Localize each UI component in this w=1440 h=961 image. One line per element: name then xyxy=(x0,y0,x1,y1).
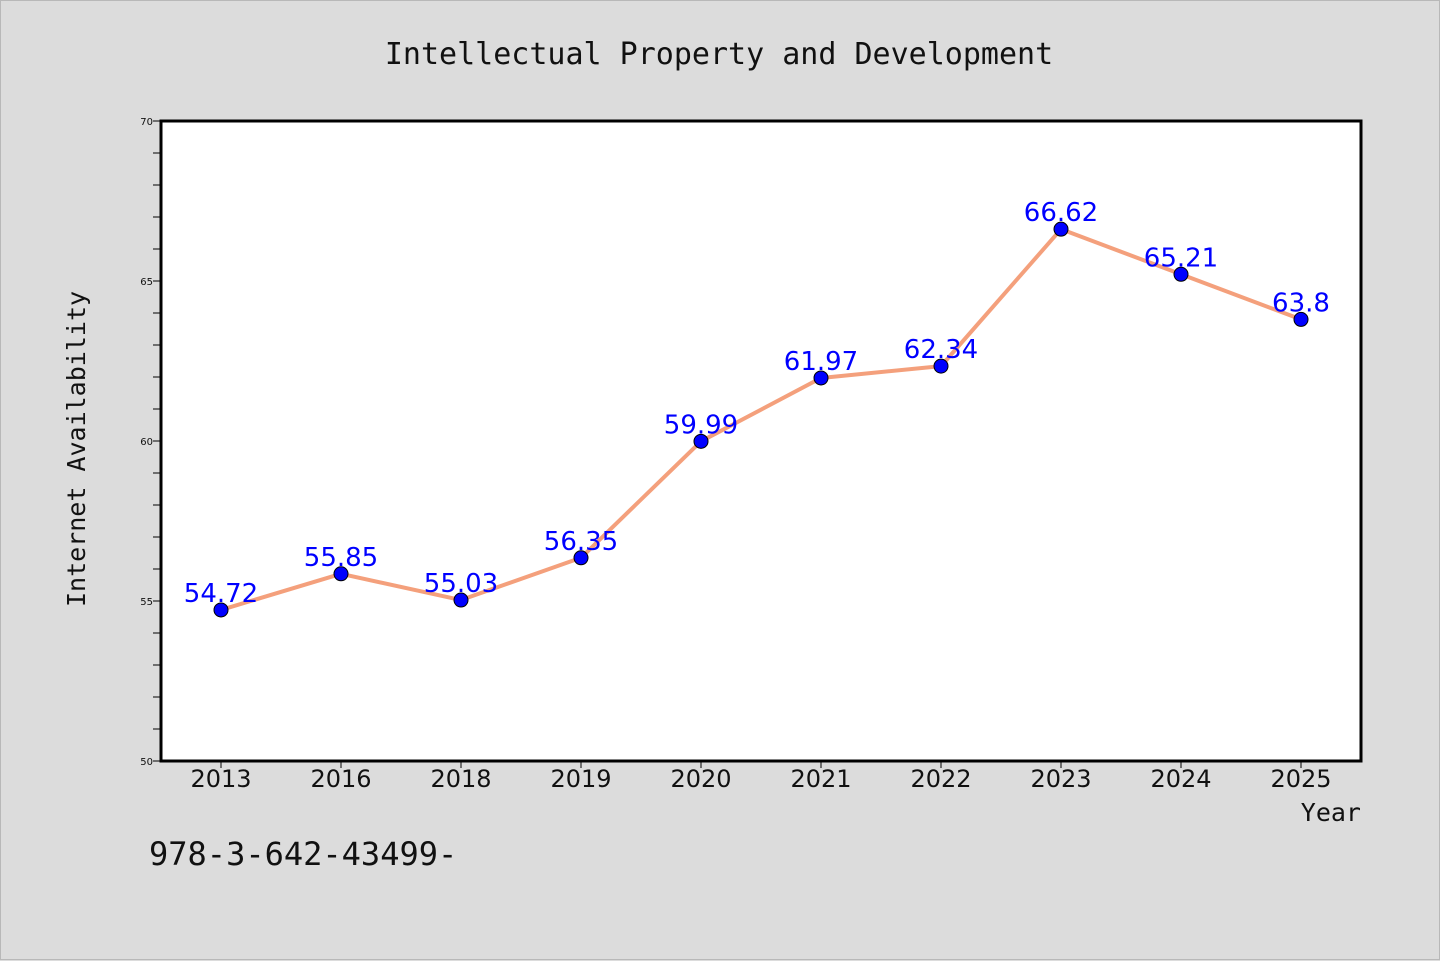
x-tick-label: 2022 xyxy=(910,765,971,793)
x-tick-label: 2023 xyxy=(1030,765,1091,793)
data-point xyxy=(693,433,709,449)
data-point xyxy=(813,370,829,386)
data-label: 59.99 xyxy=(664,410,738,440)
x-tick-label: 2018 xyxy=(430,765,491,793)
data-point xyxy=(1173,266,1189,282)
x-tick-label: 2016 xyxy=(310,765,371,793)
data-label: 66.62 xyxy=(1024,198,1098,228)
y-axis-label: Internet Availability xyxy=(62,291,91,607)
data-point xyxy=(1293,311,1309,327)
data-label: 63.8 xyxy=(1272,288,1330,318)
chart-title: Intellectual Property and Development xyxy=(385,37,1053,72)
plot-area xyxy=(159,119,1363,763)
data-label: 55.03 xyxy=(424,569,498,599)
data-point xyxy=(453,592,469,608)
x-tick-label: 2013 xyxy=(190,765,251,793)
data-point xyxy=(573,550,589,566)
x-tick-label: 2021 xyxy=(790,765,851,793)
y-tick-label: 65 xyxy=(140,277,153,288)
data-label: 56.35 xyxy=(544,527,618,557)
isbn-text: 978-3-642-43499- xyxy=(149,835,457,873)
y-tick-label: 50 xyxy=(140,757,153,768)
data-label: 61.97 xyxy=(784,347,858,377)
x-axis-label: Year xyxy=(1301,798,1361,827)
data-label: 62.34 xyxy=(904,335,978,365)
series-group: 54.72 55.85 55.03 56.35 59.99 61.97 62.34 66.62… xyxy=(184,198,1330,618)
y-axis: 50 55 60 65 70 xyxy=(140,117,161,768)
data-point xyxy=(213,602,229,618)
data-label: 55.85 xyxy=(304,543,378,573)
data-label: 65.21 xyxy=(1144,243,1218,273)
y-tick-label: 55 xyxy=(140,597,153,608)
y-tick-label: 70 xyxy=(140,117,153,128)
x-tick-label: 2024 xyxy=(1150,765,1211,793)
data-point xyxy=(1053,221,1069,237)
data-point xyxy=(333,566,349,582)
x-axis: 2013 2016 2018 2019 2020 2021 2022 2023 2024 2025 xyxy=(190,761,1332,793)
data-point xyxy=(933,358,949,374)
y-tick-label: 60 xyxy=(140,437,153,448)
series-line xyxy=(220,227,1302,612)
x-tick-label: 2025 xyxy=(1270,765,1331,793)
x-tick-label: 2019 xyxy=(550,765,611,793)
x-tick-label: 2020 xyxy=(670,765,731,793)
data-label: 54.72 xyxy=(184,579,258,609)
